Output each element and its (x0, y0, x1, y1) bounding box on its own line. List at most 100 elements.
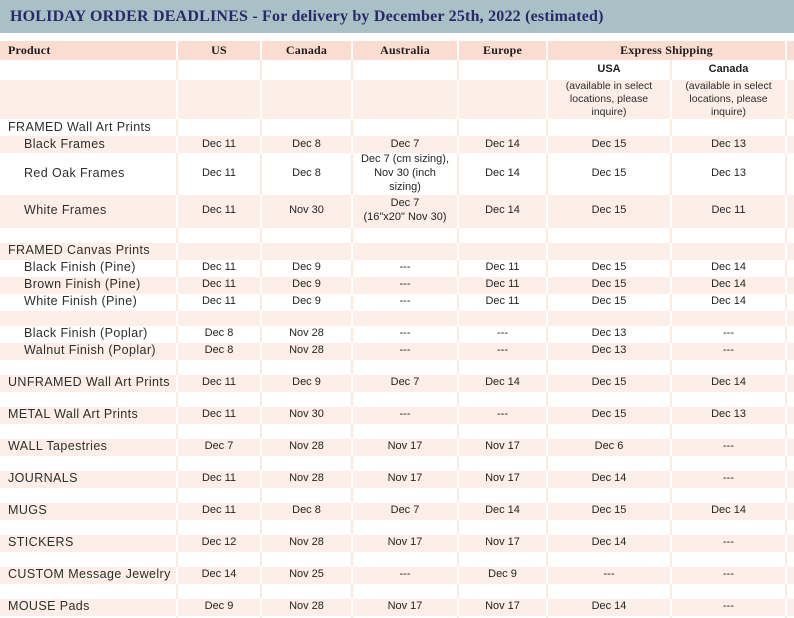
cell-us (177, 519, 262, 535)
column-header-europe: Europe (458, 41, 548, 60)
cell-us: Dec 12 (177, 534, 262, 552)
cell-australia: Nov 17 (352, 470, 459, 488)
cell-express-canada (671, 423, 788, 439)
cell-express-usa (547, 359, 672, 375)
table-row: White Frames Dec 11 Nov 30 Dec 7 (16"x20" N… (0, 194, 794, 228)
product-cell-empty (0, 487, 178, 503)
cell-australia: Dec 7 (352, 502, 459, 520)
cell-europe: Dec 14 (458, 374, 548, 392)
cell-canada (261, 583, 353, 599)
cell-us (177, 583, 262, 599)
cell-express-usa: Dec 15 (547, 136, 672, 154)
cell-australia (352, 391, 459, 407)
cell-express-usa: Dec 14 (547, 470, 672, 488)
product-cell-empty (0, 551, 178, 567)
cell-australia: --- (352, 276, 459, 294)
cell-australia (352, 583, 459, 599)
cell-canada (261, 423, 353, 439)
spacer-row (0, 615, 794, 618)
cell-express-canada: --- (671, 534, 788, 552)
cell-canada (261, 80, 353, 120)
cell-express-canada (671, 391, 788, 407)
table-row: FRAMED Canvas Prints (0, 242, 794, 260)
cell-canada: Nov 28 (261, 342, 353, 360)
table-row: Black Finish (Pine) Dec 11 Dec 9 --- Dec 11 D… (0, 259, 794, 277)
cell-express-canada (671, 487, 788, 503)
cell-europe (458, 119, 548, 137)
product-name: UNFRAMED Wall Art Prints (0, 374, 178, 392)
cell-canada (261, 359, 353, 375)
cell-europe: Dec 11 (458, 259, 548, 277)
product-name: MOUSE Pads (0, 598, 178, 616)
cell-canada: Dec 9 (261, 259, 353, 277)
column-header-product: Product (0, 41, 178, 60)
cell-europe: Dec 11 (458, 276, 548, 294)
cell-us: Dec 8 (177, 325, 262, 343)
cell-express-usa (547, 391, 672, 407)
table-row: MUGS Dec 11 Dec 8 Dec 7 Dec 14 Dec 15 Dec 14 (0, 502, 794, 520)
cell-us: Dec 11 (177, 374, 262, 392)
cell-express-usa (547, 227, 672, 243)
table-row: UNFRAMED Wall Art Prints Dec 11 Dec 9 Dec 7… (0, 374, 794, 392)
column-header-express-shipping: Express Shipping (547, 41, 788, 60)
edge-strip-cell (786, 195, 794, 228)
cell-express-usa: Dec 15 (547, 153, 672, 195)
column-header-canada: Canada (261, 41, 353, 60)
cell-australia: --- (352, 325, 459, 343)
cell-europe (458, 359, 548, 375)
cell-canada (261, 551, 353, 567)
cell-express-usa: Dec 14 (547, 534, 672, 552)
cell-europe: Nov 17 (458, 534, 548, 552)
cell-australia: Nov 17 (352, 598, 459, 616)
product-name: Red Oak Frames (0, 153, 178, 195)
cell-us: Dec 11 (177, 470, 262, 488)
cell-express-usa: Dec 13 (547, 325, 672, 343)
spacer-row (0, 455, 794, 471)
cell-us: Dec 11 (177, 276, 262, 294)
cell-express-canada: --- (671, 566, 788, 584)
cell-express-canada: Dec 13 (671, 406, 788, 424)
cell-express-canada: Dec 14 (671, 259, 788, 277)
cell-express-usa (547, 423, 672, 439)
product-cell-empty (0, 359, 178, 375)
table-row: CUSTOM Message Jewelry Dec 14 Nov 25 --- Dec… (0, 566, 794, 584)
edge-strip-cell (786, 60, 794, 80)
page-title: HOLIDAY ORDER DEADLINES - For delivery b… (10, 7, 604, 25)
edge-strip-cell (786, 407, 794, 424)
cell-europe: --- (458, 406, 548, 424)
table-row: JOURNALS Dec 11 Nov 28 Nov 17 Nov 17 Dec 14 --… (0, 470, 794, 488)
express-usa-subheader: USA (547, 60, 672, 80)
cell-australia: Dec 7 (352, 136, 459, 154)
cell-express-usa: Dec 15 (547, 259, 672, 277)
cell-canada: Nov 28 (261, 325, 353, 343)
cell-canada: Dec 8 (261, 136, 353, 154)
table-row: USA Canada (0, 60, 794, 80)
product-name: Black Finish (Pine) (0, 259, 178, 277)
cell-us: Dec 11 (177, 136, 262, 154)
product-cell-empty (0, 519, 178, 535)
edge-strip-cell (786, 456, 794, 471)
edge-strip-cell (786, 80, 794, 119)
table-row: FRAMED Wall Art Prints (0, 119, 794, 137)
table-row: METAL Wall Art Prints Dec 11 Nov 30 --- --- D… (0, 406, 794, 424)
edge-strip-cell (786, 520, 794, 535)
cell-canada: Dec 9 (261, 293, 353, 311)
cell-europe (458, 60, 548, 80)
cell-australia (352, 359, 459, 375)
cell-us (177, 60, 262, 80)
spacer-row (0, 423, 794, 439)
cell-australia: --- (352, 259, 459, 277)
edge-strip-cell (786, 153, 794, 194)
cell-us: Dec 11 (177, 153, 262, 195)
cell-us: Dec 11 (177, 194, 262, 228)
cell-europe: Dec 9 (458, 566, 548, 584)
cell-europe: Nov 17 (458, 470, 548, 488)
cell-express-canada (671, 615, 788, 618)
product-name: White Frames (0, 194, 178, 228)
edge-strip-cell (786, 41, 794, 60)
cell-australia (352, 615, 459, 618)
deadlines-table: Product US Canada Australia Europe Express Sh… (0, 41, 794, 618)
cell-australia (352, 310, 459, 326)
spacer-row (0, 551, 794, 567)
cell-express-usa (547, 119, 672, 137)
